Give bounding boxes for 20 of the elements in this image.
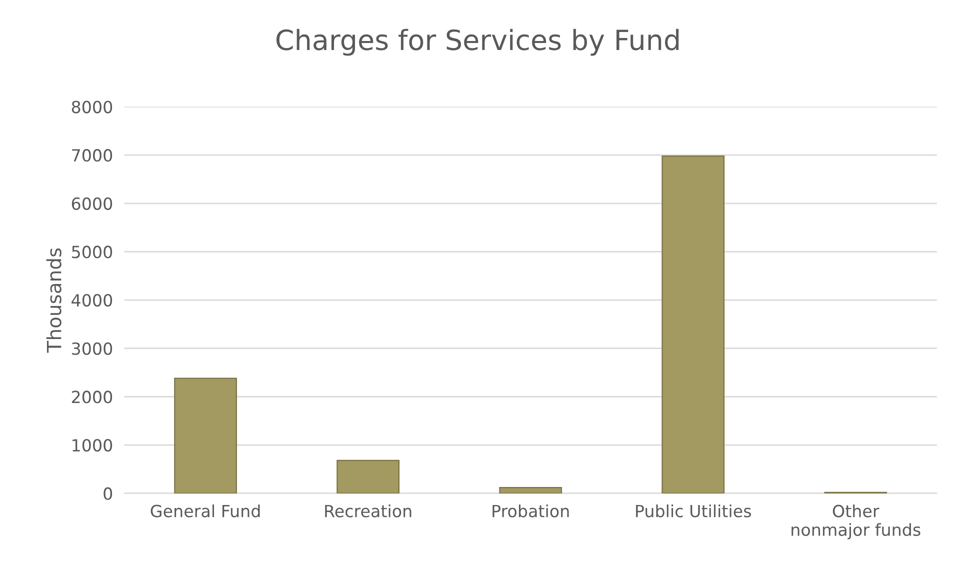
y-tick-label: 1000 xyxy=(72,438,112,452)
y-tick-label: 0 xyxy=(104,487,112,500)
x-tick-label: General Fund xyxy=(150,504,260,518)
y-tick-label: 5000 xyxy=(72,246,112,258)
y-tick-label: 7000 xyxy=(72,149,112,162)
bar xyxy=(174,378,237,494)
y-tick-label: 6000 xyxy=(72,197,112,210)
bar xyxy=(662,155,725,494)
y-tick-label: 2000 xyxy=(72,390,112,404)
x-tick-label: Other nonmajor funds xyxy=(792,504,920,540)
x-tick-label: Probation xyxy=(492,504,569,518)
x-tick-label: Public Utilities xyxy=(636,504,751,518)
bar xyxy=(499,486,562,494)
bar xyxy=(336,460,400,494)
x-tick-label: Recreation xyxy=(325,504,412,518)
y-tick-label: 3000 xyxy=(72,342,112,355)
y-tick-label: 8000 xyxy=(72,100,112,114)
y-axis-title: Thousands xyxy=(46,248,62,353)
y-tick-label: 4000 xyxy=(72,294,112,307)
chart-title: Charges for Services by Fund xyxy=(276,28,679,56)
